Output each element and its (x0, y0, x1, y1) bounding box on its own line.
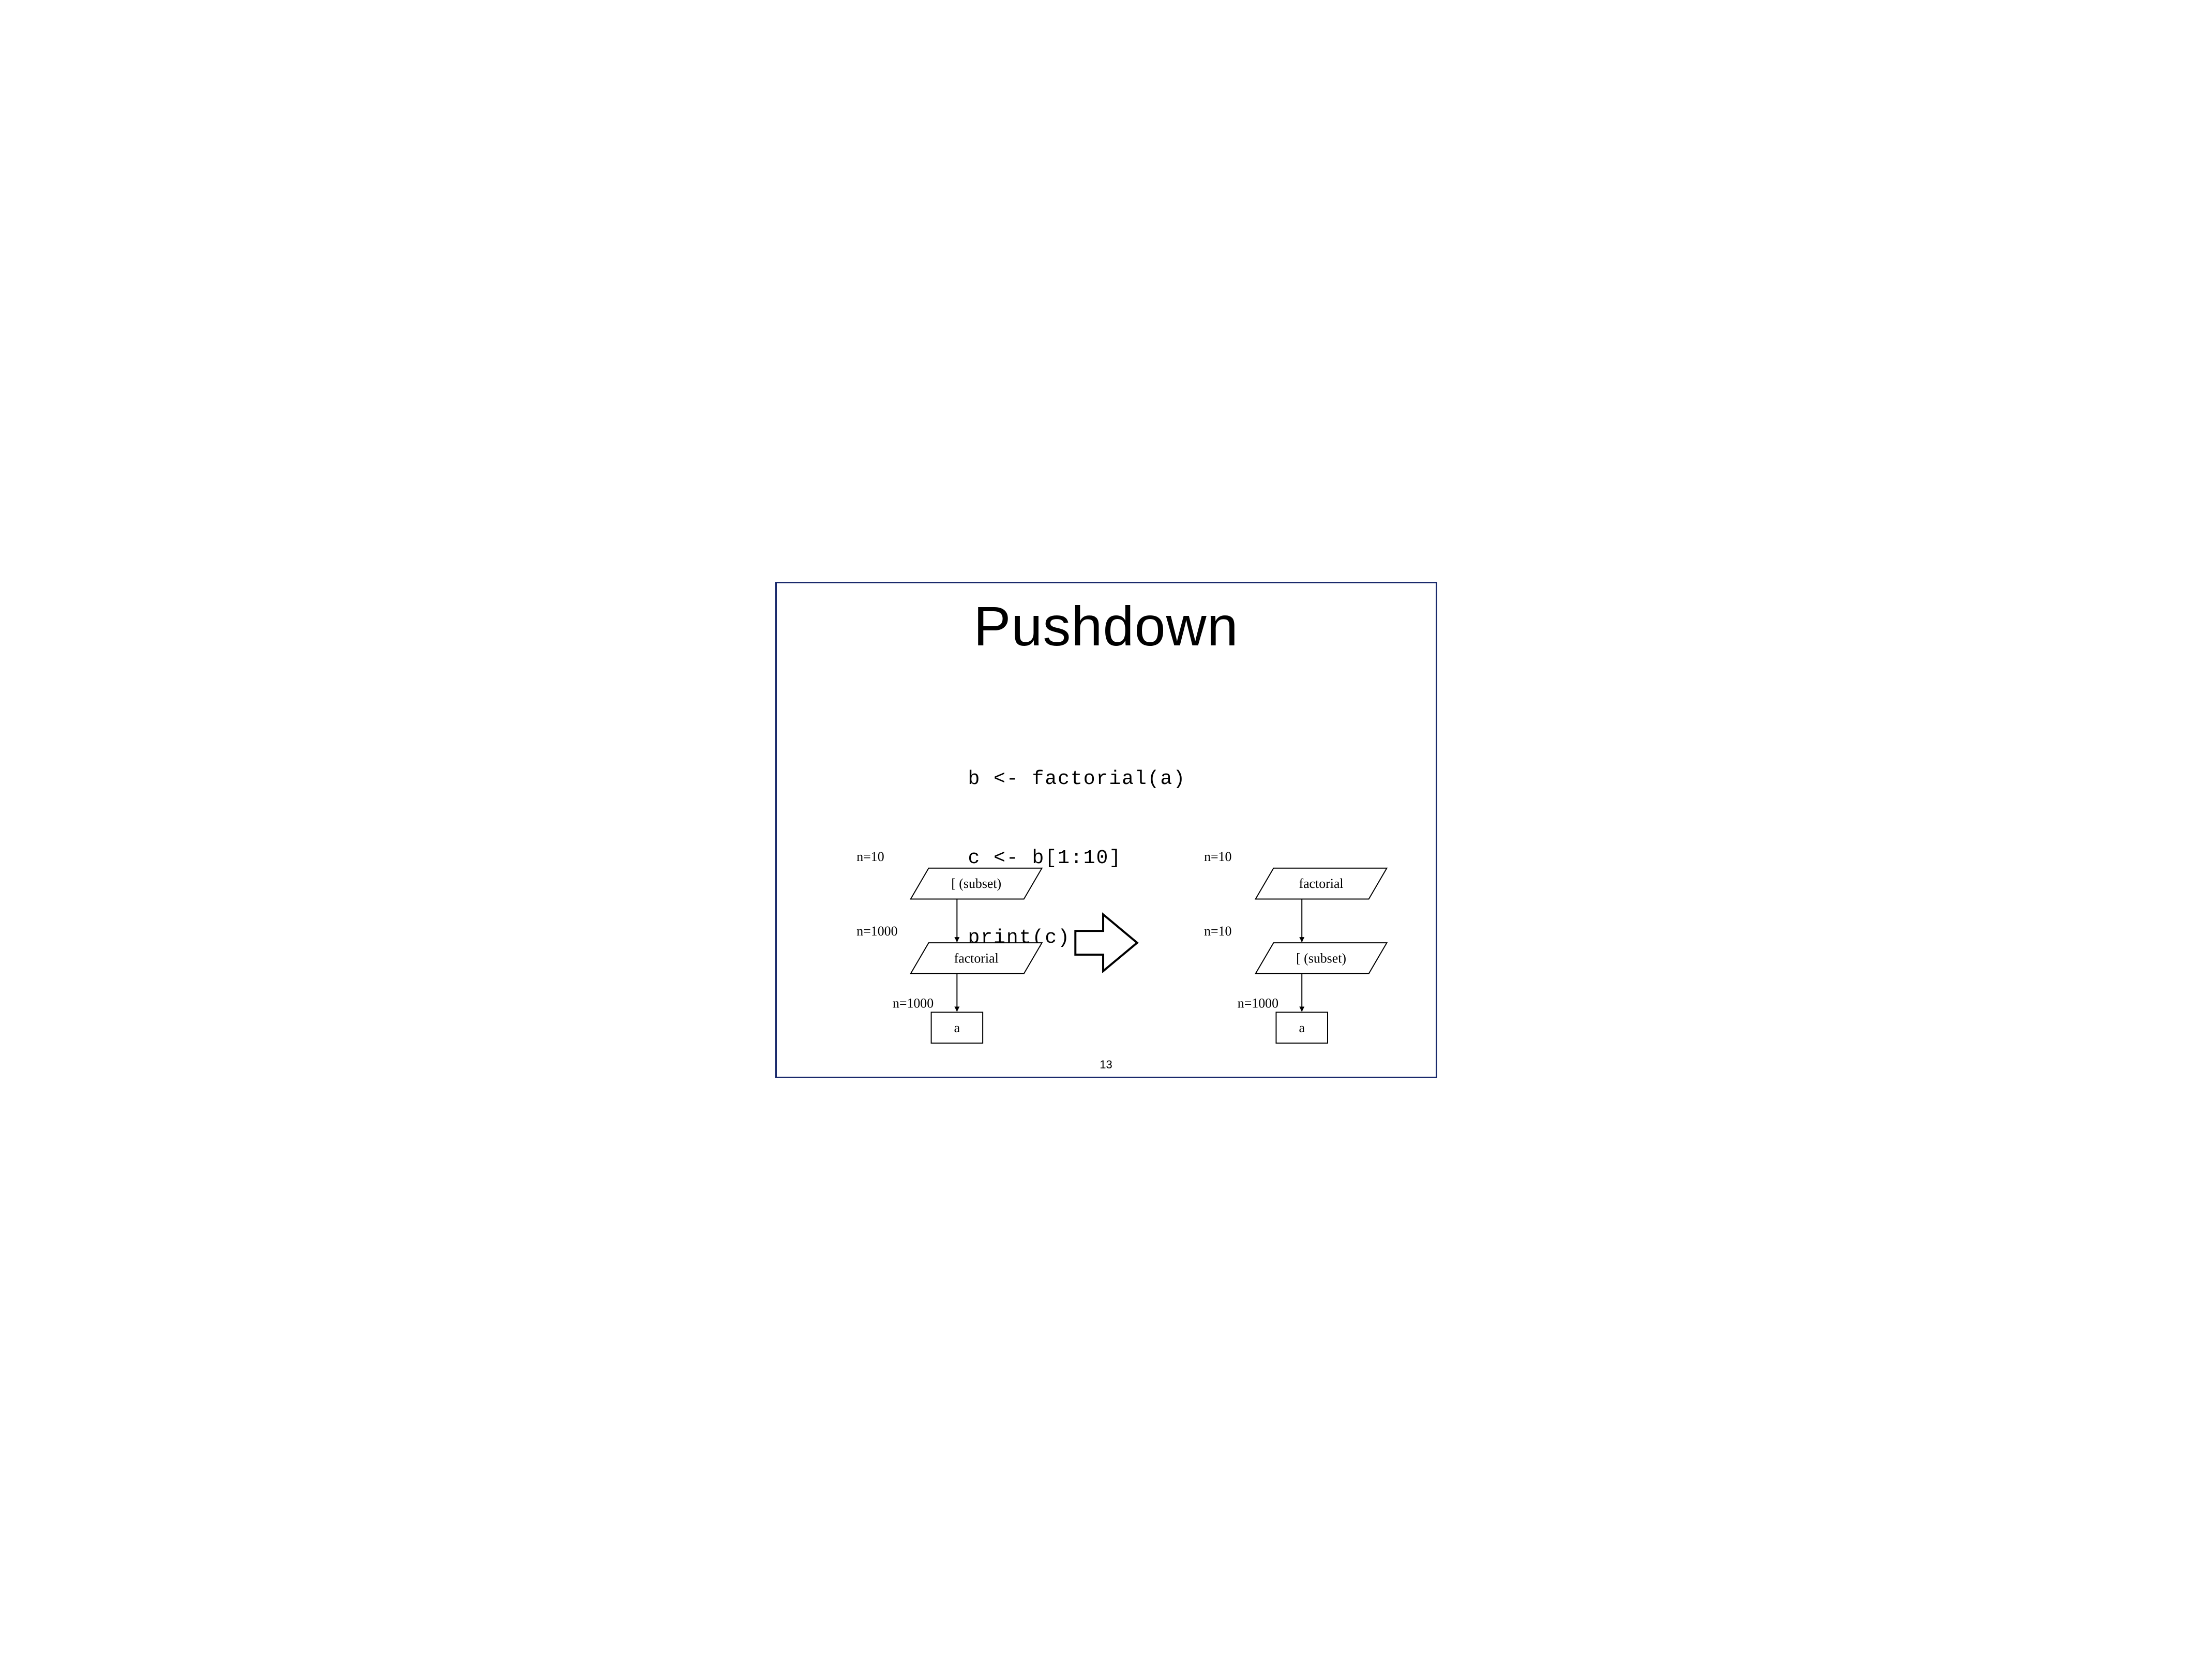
svg-text:n=1000: n=1000 (856, 924, 897, 939)
svg-text:[ (subset): [ (subset) (1296, 950, 1346, 965)
svg-text:n=10: n=10 (1204, 924, 1231, 939)
svg-text:n=1000: n=1000 (1237, 995, 1278, 1010)
svg-text:n=10: n=10 (856, 849, 884, 864)
svg-text:a: a (954, 1020, 960, 1035)
slide: Pushdown b <- factorial(a) c <- b[1:10] … (775, 582, 1437, 1078)
flowchart-svg: [ (subset) factorial a n=10 n=1000 n=1000 fact… (777, 832, 1436, 1069)
code-line: b <- factorial(a) (968, 766, 1186, 792)
svg-text:a: a (1299, 1020, 1305, 1035)
slide-title: Pushdown (777, 594, 1436, 658)
diagram-area: [ (subset) factorial a n=10 n=1000 n=1000 fact… (777, 832, 1436, 1069)
svg-text:n=1000: n=1000 (892, 995, 933, 1010)
svg-text:[ (subset): [ (subset) (951, 876, 1001, 891)
svg-text:n=10: n=10 (1204, 849, 1231, 864)
svg-text:factorial: factorial (954, 950, 998, 965)
svg-text:factorial: factorial (1299, 876, 1343, 891)
page-number: 13 (777, 1058, 1436, 1072)
